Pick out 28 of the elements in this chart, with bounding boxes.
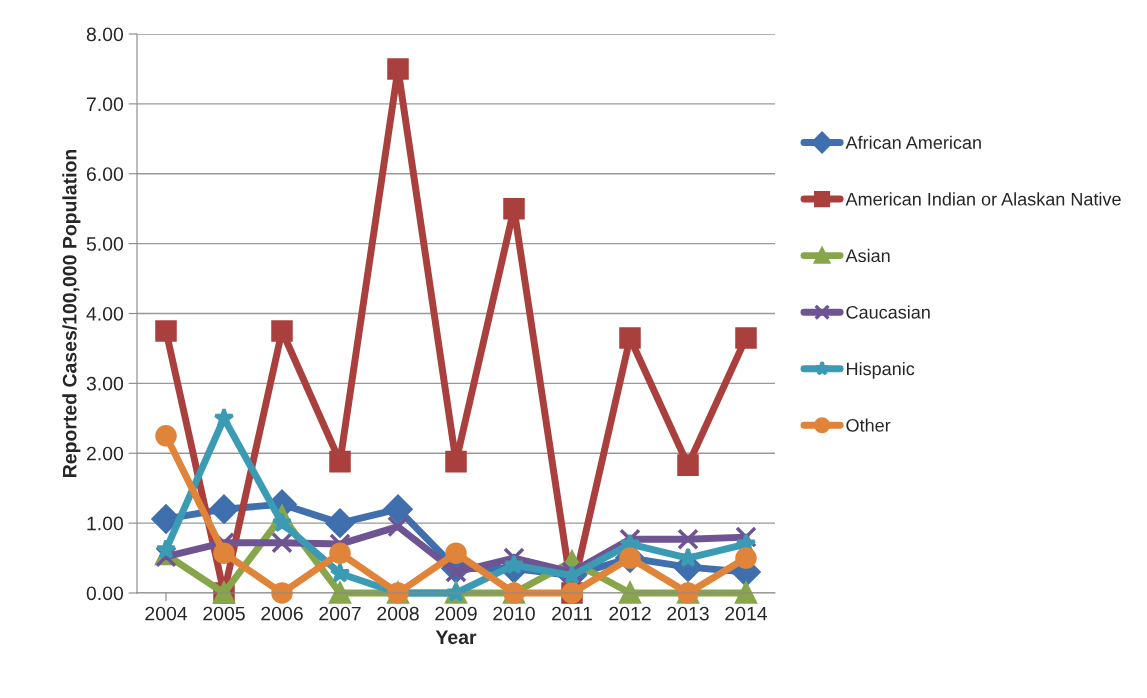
legend-label: Hispanic <box>847 361 915 379</box>
legend-label: Asian <box>845 248 890 263</box>
y-tick-label: 6.00 <box>86 167 124 181</box>
y-tick-label: 3.00 <box>86 376 124 391</box>
legend-label: Caucasian <box>846 305 930 319</box>
x-tick-label: 2008 <box>377 606 419 621</box>
x-tick-label: 2009 <box>435 606 477 621</box>
x-axis-title: Year <box>435 630 477 645</box>
x-tick-label: 2007 <box>319 606 361 621</box>
legend-label: African American <box>845 135 981 150</box>
x-tick-label: 2011 <box>552 606 592 621</box>
x-tick-label: 2005 <box>203 606 245 621</box>
y-tick-label: 0.00 <box>86 586 124 601</box>
x-tick-label: 2010 <box>493 606 535 621</box>
y-tick-label: 8.00 <box>86 27 124 42</box>
x-tick-label: 2012 <box>609 606 651 621</box>
y-tick-label: 7.00 <box>86 97 124 112</box>
y-tick-label: 4.00 <box>86 306 124 321</box>
y-tick-label: 1.00 <box>87 516 124 531</box>
y-tick-label: 2.00 <box>86 446 124 461</box>
x-tick-label: 2006 <box>261 606 303 621</box>
x-tick-label: 2014 <box>725 606 768 621</box>
x-tick-label: 2004 <box>145 606 188 621</box>
x-tick-label: 2013 <box>667 606 709 621</box>
y-axis-title: Reported Cases/100,000 Population <box>62 149 81 477</box>
legend-label: American Indian or Alaskan Native <box>845 192 1121 206</box>
y-tick-label: 5.00 <box>86 237 124 251</box>
legend-label: Other <box>846 418 891 432</box>
